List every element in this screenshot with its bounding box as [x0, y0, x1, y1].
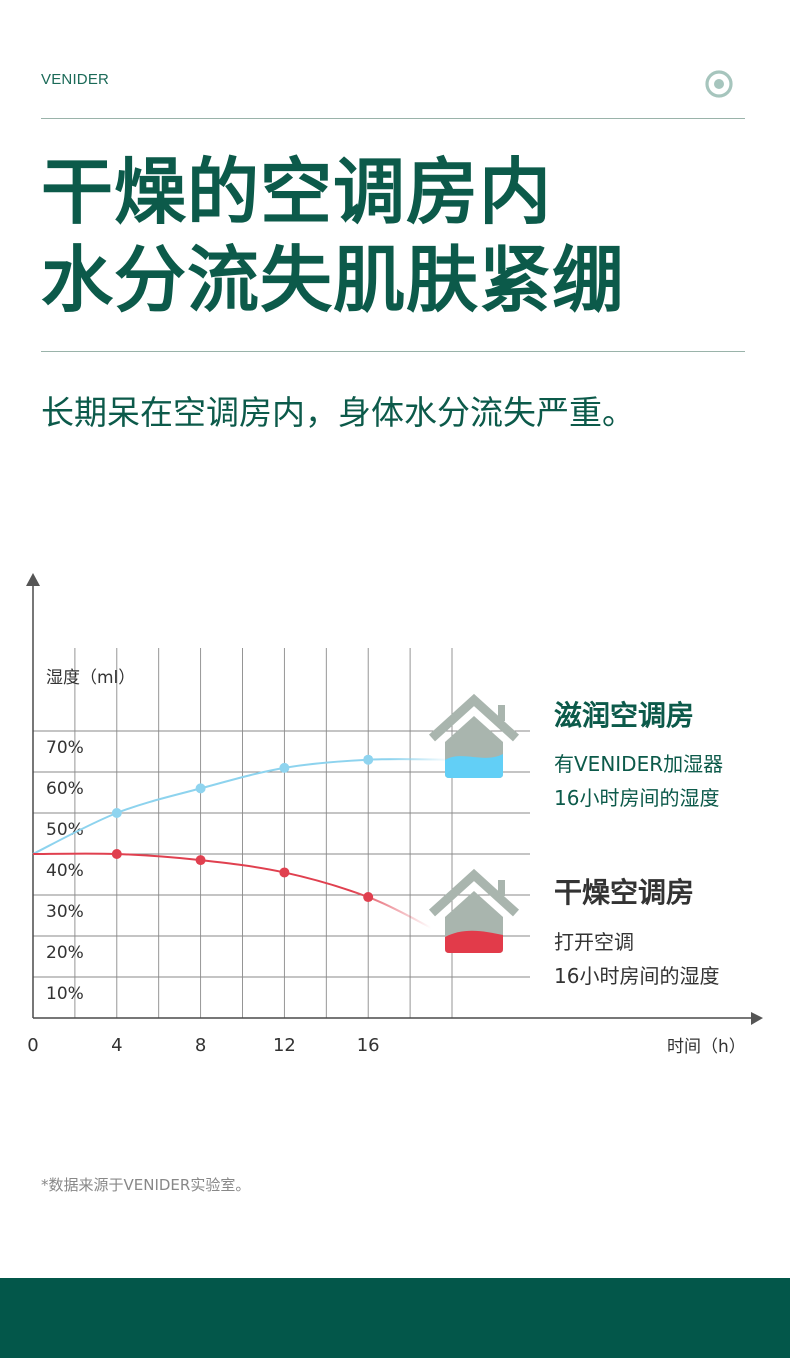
- data-point-humid: [279, 762, 290, 773]
- x-tick-label: 8: [195, 1035, 206, 1056]
- x-tick-label: 16: [357, 1035, 380, 1056]
- y-tick-label: 40%: [46, 861, 84, 881]
- data-point-humid: [111, 808, 122, 818]
- chart-grid: [33, 648, 530, 1018]
- legend-dry-title: 干燥空调房: [554, 876, 694, 909]
- legend-dry-line2: 16小时房间的湿度: [554, 964, 719, 988]
- house-red-water-icon: [428, 868, 520, 953]
- y-axis-arrow: [26, 573, 40, 586]
- series-line-humid: [32, 758, 453, 855]
- house-blue-water-icon: [428, 693, 520, 778]
- x-tick-label: 12: [273, 1035, 296, 1056]
- footnote: *数据来源于VENIDER实验室。: [41, 1176, 251, 1194]
- data-point-dry: [195, 855, 206, 866]
- data-point-humid: [195, 783, 206, 794]
- series-line-dry: [32, 852, 432, 929]
- top-divider: [41, 118, 745, 119]
- data-point-dry: [279, 867, 290, 878]
- x-tick-label: 4: [111, 1035, 122, 1056]
- target-circle-icon[interactable]: [704, 69, 734, 99]
- y-tick-label: 60%: [46, 779, 84, 799]
- legend-humid-line1: 有VENIDER加湿器: [554, 752, 723, 776]
- data-point-dry: [363, 892, 374, 903]
- y-tick-label: 50%: [46, 820, 84, 840]
- y-tick-label: 20%: [46, 943, 84, 963]
- x-axis-arrow: [751, 1012, 763, 1025]
- x-tick-label: 0: [27, 1035, 38, 1056]
- headline-line-1: 干燥的空调房内: [41, 150, 553, 234]
- y-tick-label: 70%: [46, 738, 84, 758]
- y-axis-label: 湿度（ml）: [46, 668, 135, 688]
- y-tick-label: 30%: [46, 902, 84, 922]
- x-axis-label: 时间（h）: [667, 1037, 746, 1057]
- legend-humid-line2: 16小时房间的湿度: [554, 786, 719, 810]
- data-point-dry: [111, 849, 122, 859]
- legend-humid-title: 滋润空调房: [554, 699, 694, 732]
- y-tick-labels: 10% 20% 30% 40% 50% 60% 70%: [46, 738, 84, 1004]
- legend-dry-line1: 打开空调: [554, 930, 634, 954]
- data-point-humid: [363, 754, 374, 765]
- brand-logo: VENIDER: [41, 71, 110, 88]
- series-markers: [111, 754, 374, 903]
- footer-bar: [0, 1278, 790, 1358]
- middle-divider: [41, 351, 745, 352]
- humidity-chart: 湿度（ml） 时间（h） 10% 20% 30% 40% 50% 60% 70% 0 4 8 12…: [26, 573, 763, 1057]
- headline-line-2: 水分流失肌肤紧绷: [41, 238, 626, 322]
- subheadline: 长期呆在空调房内，身体水分流失严重。: [41, 393, 635, 432]
- x-tick-labels: 0 4 8 12 16: [27, 1035, 379, 1056]
- y-tick-label: 10%: [46, 984, 84, 1004]
